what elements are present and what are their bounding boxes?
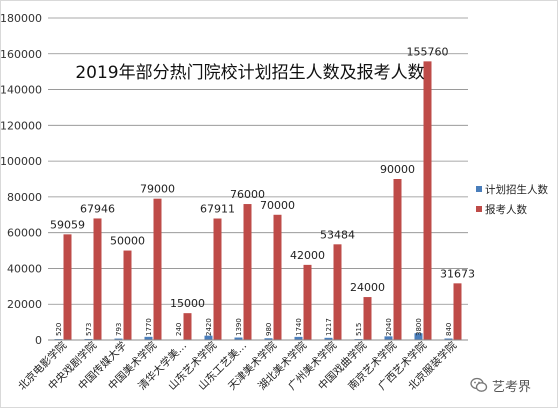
y-tick-label: 20000 <box>7 298 42 311</box>
bar-applicants <box>423 61 432 340</box>
bar-plan <box>294 336 303 340</box>
y-tick-label: 40000 <box>7 262 42 275</box>
bar-applicants <box>183 313 192 340</box>
data-label-applicants: 50000 <box>110 235 145 248</box>
bar-plan <box>444 338 453 340</box>
y-tick-label: 60000 <box>7 227 42 240</box>
data-label-plan: 2040 <box>385 318 393 336</box>
data-label-plan: 1217 <box>325 318 333 336</box>
legend-swatch-applicants <box>476 206 482 212</box>
data-label-plan: 1740 <box>295 318 303 336</box>
bar-plan <box>144 336 153 340</box>
watermark-text: 艺考界 <box>492 379 532 395</box>
data-label-plan: 3800 <box>415 318 423 336</box>
data-label-applicants: 76000 <box>230 188 265 201</box>
bar-applicants <box>453 283 462 340</box>
y-tick-label: 180000 <box>0 12 42 25</box>
bar-applicants <box>123 250 132 340</box>
legend-label-applicants: 报考人数 <box>485 203 527 216</box>
data-label-plan: 515 <box>355 323 363 336</box>
y-tick-label: 120000 <box>0 119 42 132</box>
bar-applicants <box>303 264 312 340</box>
y-tick-label: 160000 <box>0 48 42 61</box>
data-label-applicants: 59059 <box>50 218 85 231</box>
data-label-plan: 793 <box>115 323 123 336</box>
wechat-logo-icon <box>470 377 488 392</box>
legend: 计划招生人数 报考人数 <box>476 183 548 216</box>
data-label-applicants: 90000 <box>380 163 415 176</box>
data-label-applicants: 70000 <box>260 199 295 212</box>
bar-applicants <box>213 218 222 340</box>
bar-plan <box>114 338 123 340</box>
data-label-plan: 980 <box>265 323 273 336</box>
data-label-applicants: 155760 <box>407 45 449 58</box>
data-label-applicants: 67911 <box>200 203 235 216</box>
bars <box>54 61 462 340</box>
chart-title: 2019年部分热门院校计划招生人数及报考人数 <box>75 63 424 83</box>
data-label-plan: 1390 <box>235 318 243 336</box>
bar-applicants <box>363 297 372 340</box>
y-tick-label: 140000 <box>0 84 42 97</box>
data-label-applicants: 79000 <box>140 183 175 196</box>
bar-plan <box>204 335 213 340</box>
data-labels: 5905952067946573500007937900017701500024… <box>50 45 475 336</box>
legend-label-plan: 计划招生人数 <box>485 183 548 196</box>
bar-applicants <box>243 204 252 340</box>
data-label-plan: 840 <box>445 323 453 336</box>
bar-plan <box>234 337 243 340</box>
bar-applicants <box>273 214 282 340</box>
data-label-plan: 520 <box>55 323 63 336</box>
bar-plan <box>324 337 333 340</box>
bar-plan <box>414 333 423 340</box>
watermark: 艺考界 <box>470 372 531 398</box>
data-label-plan: 1770 <box>145 318 153 336</box>
legend-swatch-plan <box>476 186 482 192</box>
data-label-plan: 240 <box>175 323 183 336</box>
bar-applicants <box>333 244 342 340</box>
data-label-applicants: 67946 <box>80 202 115 215</box>
data-label-plan: 573 <box>85 323 93 336</box>
bar-applicants <box>393 179 402 340</box>
x-axis-categories: 北京电影学院中央戏剧学院中国传媒大学中国美术学院清华大学美…山东艺术学院山东工艺… <box>15 339 459 393</box>
y-axis-ticks: 0 20000 40000 60000 80000 100000 120000 140000 1… <box>0 12 42 347</box>
data-label-applicants: 24000 <box>350 281 385 294</box>
data-label-applicants: 15000 <box>170 297 205 310</box>
bar-plan <box>384 336 393 340</box>
data-label-applicants: 53484 <box>320 228 355 241</box>
data-label-applicants: 42000 <box>290 249 325 262</box>
gridlines <box>48 17 468 305</box>
data-label-applicants: 31673 <box>440 267 475 280</box>
bar-applicants <box>63 234 72 340</box>
bar-plan <box>84 338 93 340</box>
bar-plan <box>264 338 273 340</box>
bar-applicants <box>93 218 102 340</box>
y-tick-label: 80000 <box>7 191 42 204</box>
y-tick-label: 0 <box>35 334 42 347</box>
bar-applicants <box>153 198 162 340</box>
y-tick-label: 100000 <box>0 155 42 168</box>
data-label-plan: 2420 <box>205 318 213 336</box>
